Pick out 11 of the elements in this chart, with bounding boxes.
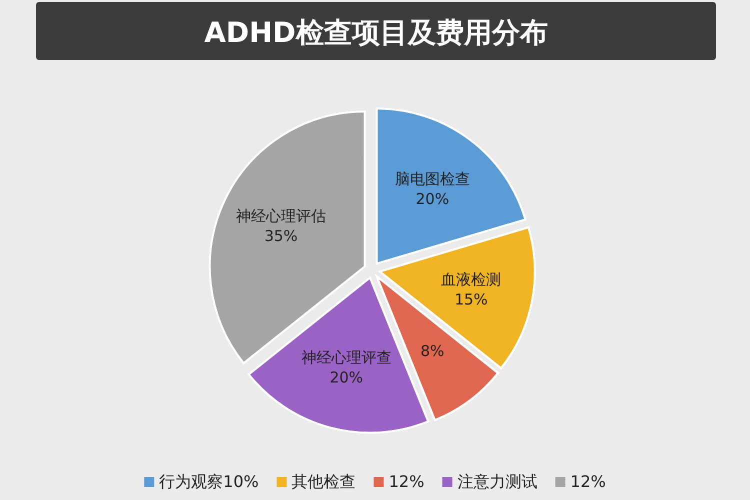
data-label: 脑电图检查 20% xyxy=(394,170,470,208)
legend-label: 12% xyxy=(388,472,424,491)
data-label: 血液检测 15% xyxy=(441,270,502,308)
legend-label: 注意力测试 xyxy=(457,472,538,491)
data-label: 8% xyxy=(420,342,444,360)
legend-label: 行为观察10% xyxy=(159,472,259,491)
data-label: 神经心理评查 20% xyxy=(301,348,392,387)
data-label: 神经心理评估 35% xyxy=(236,207,326,246)
legend-label: 其他检查 xyxy=(292,472,356,491)
chart-title: ADHD检查项目及费用分布 xyxy=(204,16,548,49)
legend-label: 12% xyxy=(570,472,606,491)
